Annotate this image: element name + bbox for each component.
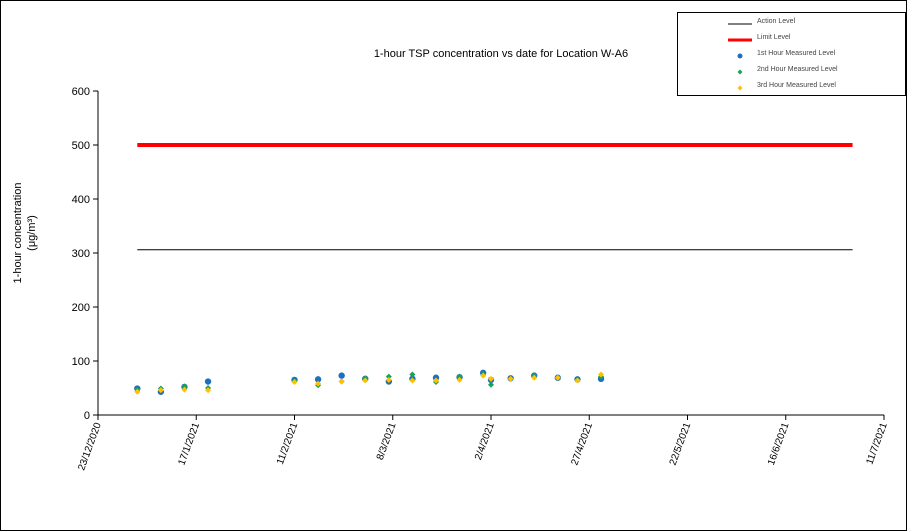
point-3rd-hour — [574, 377, 581, 384]
legend-item-action-level: Action Level — [678, 16, 905, 32]
point-3rd-hour — [181, 386, 188, 393]
legend-line-limit-level — [728, 38, 752, 42]
legend-marker-diamond-green — [737, 69, 743, 75]
x-tick-label: 2/4/2021 — [473, 421, 497, 462]
legend-item-1st-hour: 1st Hour Measured Level — [678, 48, 905, 64]
series-3 — [134, 371, 605, 395]
point-1st-hour — [204, 378, 212, 385]
point-2nd-hour — [409, 371, 416, 378]
point-1st-hour — [338, 372, 345, 379]
point-2nd-hour — [456, 373, 463, 380]
legend-label: 1st Hour Measured Level — [757, 50, 836, 57]
legend-label: Limit Level — [757, 34, 791, 41]
point-3rd-hour — [554, 374, 561, 381]
legend-label: 2nd Hour Measured Level — [757, 66, 838, 73]
x-tick-label: 27/4/2021 — [570, 421, 596, 467]
point-3rd-hour — [134, 388, 141, 395]
point-3rd-hour — [531, 374, 538, 381]
series-2 — [134, 370, 605, 393]
point-3rd-hour — [488, 375, 494, 382]
point-3rd-hour — [291, 379, 298, 386]
point-3rd-hour — [362, 377, 369, 384]
legend-marker-diamond-yellow — [737, 85, 743, 91]
point-3rd-hour — [157, 387, 164, 394]
y-tick-label: 100 — [72, 356, 90, 368]
point-3rd-hour — [385, 376, 392, 383]
legend-label: Action Level — [757, 18, 796, 25]
y-tick-label: 600 — [72, 86, 90, 98]
legend-marker-circle — [737, 53, 743, 59]
point-3rd-hour — [480, 372, 487, 379]
point-3rd-hour — [205, 387, 212, 394]
legend-item-3rd-hour: 3rd Hour Measured Level — [678, 80, 905, 96]
legend-line-action-level — [728, 23, 752, 25]
point-2nd-hour — [488, 381, 494, 388]
point-3rd-hour — [456, 376, 463, 383]
y-tick-label: 400 — [72, 194, 90, 206]
x-tick-label: 11/2/2021 — [275, 421, 300, 466]
data-points — [134, 369, 605, 395]
x-tick-label: 11/7/2021 — [865, 421, 890, 466]
legend-item-limit-level: Limit Level — [678, 32, 905, 48]
point-2nd-hour — [385, 373, 392, 380]
chart-legend: Action Level Limit Level 1st Hour Measur… — [677, 12, 906, 96]
x-tick-label: 16/6/2021 — [766, 421, 792, 467]
point-3rd-hour — [315, 380, 322, 387]
y-tick-label: 200 — [72, 302, 90, 314]
y-tick-label: 0 — [84, 410, 90, 422]
point-3rd-hour — [432, 377, 439, 384]
x-tick-label: 17/1/2021 — [177, 421, 203, 467]
point-3rd-hour — [507, 375, 514, 382]
chart-title: 1-hour TSP concentration vs date for Loc… — [373, 48, 629, 60]
x-tick-label: 8/3/2021 — [375, 421, 399, 462]
y-tick-label: 300 — [72, 248, 90, 260]
point-3rd-hour — [598, 371, 605, 378]
point-2nd-hour — [181, 383, 188, 390]
point-1st-hour — [314, 376, 322, 383]
point-3rd-hour — [338, 378, 345, 385]
x-tick-label: 22/5/2021 — [668, 421, 694, 467]
reference-lines — [137, 143, 853, 251]
y-tick-label: 500 — [72, 140, 90, 152]
point-3rd-hour — [409, 377, 416, 384]
legend-label: 3rd Hour Measured Level — [757, 82, 836, 89]
legend-item-2nd-hour: 2nd Hour Measured Level — [678, 64, 905, 80]
x-tick-label: 23/12/2020 — [76, 421, 104, 472]
